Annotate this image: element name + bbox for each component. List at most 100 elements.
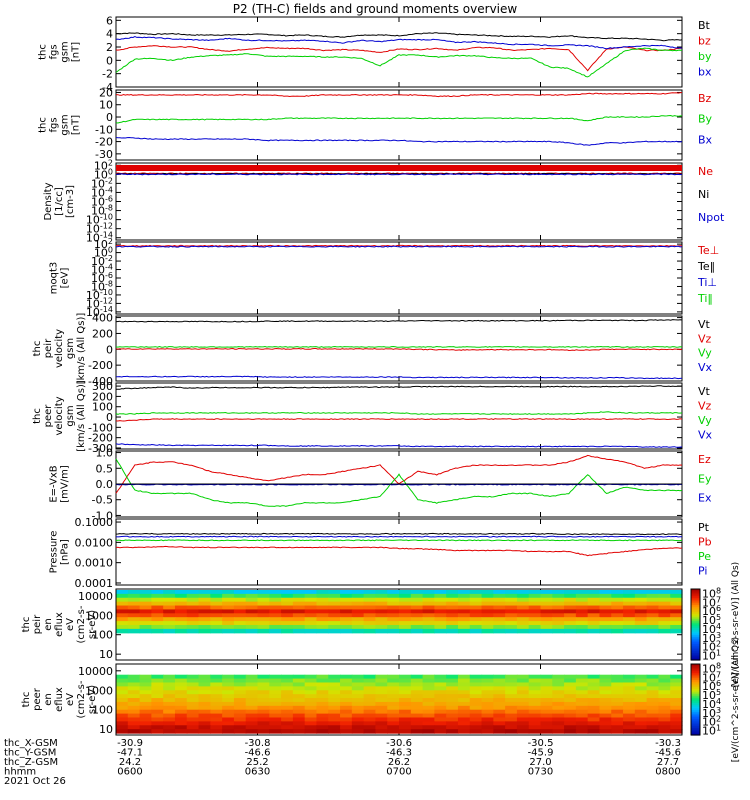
panel-7-ytick-label: -1.0 [92, 509, 113, 522]
heatmap-cell [399, 729, 412, 734]
heatmap-cell [186, 674, 200, 680]
heatmap-cell [469, 674, 483, 680]
heatmap-cell [328, 624, 341, 630]
heatmap-cell [375, 694, 388, 699]
ephemeris-value: 26.2 [388, 757, 410, 768]
panel-3-ylabel: [1/cc] [54, 187, 65, 216]
panel-8-ytick-label: 0.1000 [75, 516, 114, 529]
heatmap-cell [269, 609, 282, 614]
heatmap-cell [116, 617, 129, 622]
heatmap-cell [316, 682, 329, 687]
heatmap-cell [351, 617, 365, 622]
heatmap-cell [575, 674, 589, 680]
heatmap-cell [469, 690, 483, 695]
heatmap-cell [281, 605, 294, 611]
heatmap-cell [375, 721, 388, 726]
legend-label-Ti⊥: Ti⊥ [697, 276, 717, 289]
panel-frame-8 [115, 518, 683, 586]
heatmap-cell [222, 725, 235, 730]
heatmap-cell [505, 621, 518, 626]
heatmap-cell [151, 589, 164, 595]
heatmap-cell [127, 609, 141, 614]
heatmap-cell [316, 621, 329, 626]
heatmap-cell [304, 686, 318, 691]
heatmap-cell [174, 701, 188, 707]
heatmap-cell [611, 717, 624, 722]
panel-9-ylabel: eV [65, 618, 76, 631]
heatmap-cell [446, 725, 459, 730]
heatmap-cell [422, 709, 435, 715]
heatmap-cell [422, 713, 435, 719]
heatmap-cell [623, 698, 636, 703]
heatmap-cell [434, 613, 447, 618]
heatmap-cell [351, 628, 365, 634]
heatmap-cell [670, 698, 683, 703]
ephemeris-value: 0730 [528, 767, 553, 778]
panel-9-ytick-label: 10 [99, 648, 113, 661]
heatmap-cell [646, 613, 660, 618]
heatmap-cell [387, 674, 400, 680]
heatmap-cell [493, 725, 506, 730]
heatmap-cell [363, 621, 377, 626]
heatmap-cell [186, 605, 200, 611]
heatmap-cell [304, 621, 318, 626]
heatmap-cell [481, 686, 494, 691]
heatmap-cell [222, 613, 235, 618]
heatmap-cell [198, 725, 211, 730]
heatmap-cell [174, 589, 188, 595]
heatmap-cell [564, 725, 577, 730]
heatmap-cell [564, 682, 577, 687]
heatmap-cell [198, 698, 211, 703]
panel-6-ylabel: velocity [54, 396, 65, 435]
heatmap-cell [186, 589, 200, 595]
heatmap-cell [328, 597, 341, 603]
heatmap-cell [245, 694, 259, 699]
heatmap-cell [292, 674, 306, 680]
ephemeris-value: -30.9 [117, 738, 143, 749]
heatmap-cell [493, 589, 506, 595]
heatmap-cell [163, 628, 176, 634]
heatmap-cell [516, 593, 530, 599]
heatmap-cell [540, 628, 553, 634]
heatmap-cell [516, 674, 530, 680]
heatmap-cell [281, 690, 294, 695]
heatmap-cell [646, 721, 660, 726]
heatmap-cell [481, 690, 494, 695]
heatmap-cell [516, 701, 530, 707]
heatmap-cell [422, 705, 435, 711]
heatmap-cell [387, 593, 400, 599]
heatmap-cell [575, 721, 589, 726]
heatmap-cell [186, 705, 200, 711]
heatmap-cell [340, 605, 353, 611]
series-line-Pi [115, 535, 683, 538]
heatmap-cell [399, 628, 412, 634]
heatmap-cell [575, 709, 589, 715]
legend-label-Bt: Bt [698, 19, 711, 32]
heatmap-cell [564, 593, 577, 599]
heatmap-cell [340, 589, 353, 595]
colorbar-tick-label: 103 [702, 706, 721, 720]
heatmap-cell [611, 705, 624, 711]
heatmap-cell [410, 624, 424, 630]
heatmap-cell [316, 678, 329, 684]
heatmap-cell [446, 717, 459, 722]
heatmap-cell [564, 678, 577, 684]
heatmap-cell [198, 674, 211, 680]
heatmap-cell [151, 624, 164, 630]
heatmap-cell [623, 628, 636, 634]
heatmap-cell [292, 701, 306, 707]
heatmap-cell [281, 621, 294, 626]
legend-label-Vy: Vy [698, 414, 712, 427]
heatmap-cell [316, 589, 329, 595]
heatmap-cell [516, 589, 530, 595]
heatmap-cell [210, 698, 223, 703]
heatmap-cell [186, 593, 200, 599]
heatmap-cell [399, 597, 412, 603]
heatmap-cell [540, 701, 553, 707]
heatmap-cell [292, 717, 306, 722]
heatmap-cell [457, 605, 471, 611]
heatmap-cell [599, 686, 612, 691]
heatmap-cell [269, 617, 282, 622]
heatmap-cell [469, 717, 483, 722]
heatmap-cell [516, 601, 530, 607]
